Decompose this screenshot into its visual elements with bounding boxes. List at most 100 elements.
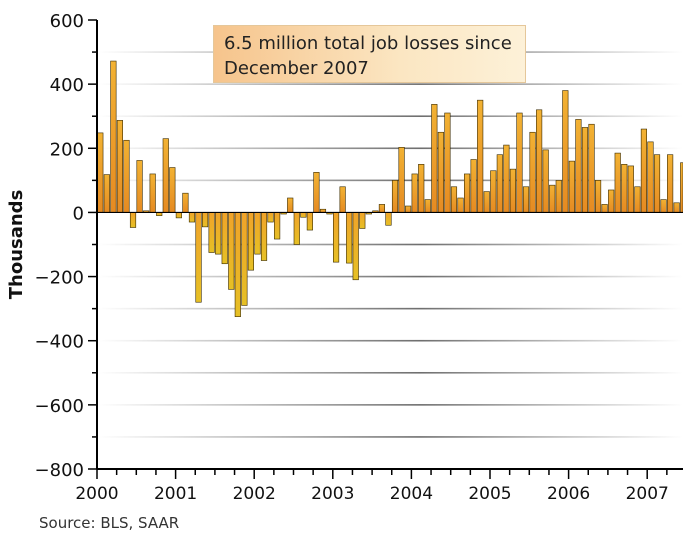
gridline	[98, 243, 683, 246]
bar	[129, 212, 137, 228]
bar	[516, 112, 523, 213]
bar	[549, 184, 556, 213]
source-note: Source: BLS, SAAR	[39, 514, 180, 532]
bar	[470, 159, 477, 213]
bar	[667, 154, 674, 213]
bar	[496, 154, 503, 213]
bar	[444, 112, 451, 213]
gridline	[98, 83, 683, 85]
bar	[503, 144, 510, 213]
bar	[234, 212, 241, 317]
bar	[562, 90, 569, 213]
bar	[490, 170, 497, 213]
bar	[634, 186, 641, 213]
bar	[188, 212, 196, 223]
bar	[431, 104, 438, 213]
bar	[254, 212, 261, 255]
x-tick-label: 2004	[390, 484, 433, 504]
bar	[162, 138, 169, 213]
bar	[228, 212, 235, 290]
bar	[195, 212, 202, 303]
bar	[575, 119, 582, 213]
bar	[175, 212, 182, 219]
gridline	[98, 115, 683, 118]
bar	[529, 131, 536, 213]
gridline	[98, 275, 683, 278]
bar	[568, 160, 575, 213]
bar	[97, 132, 104, 213]
y-tick-label: −600	[35, 396, 84, 417]
annotation-box: 6.5 million total job losses since Decem…	[213, 25, 526, 83]
bar	[149, 173, 156, 213]
bar	[241, 212, 248, 306]
bar	[594, 180, 602, 213]
bar	[208, 212, 215, 253]
bar	[405, 205, 412, 213]
gridline	[98, 307, 683, 310]
x-tick-label: 2003	[311, 484, 354, 504]
x-tick-label: 2006	[547, 484, 590, 504]
bar	[352, 212, 359, 281]
bar	[169, 167, 176, 213]
bar	[267, 212, 274, 223]
bar	[116, 120, 124, 213]
y-tick-label: −200	[35, 268, 84, 289]
bar	[653, 154, 661, 213]
bar	[136, 160, 143, 213]
bar	[247, 212, 254, 271]
bar	[313, 172, 320, 213]
bar	[359, 212, 366, 229]
x-tick-label: 2002	[233, 484, 276, 504]
y-tick-label: 400	[50, 75, 84, 96]
bar	[391, 180, 399, 213]
x-tick-label: 2007	[626, 484, 669, 504]
x-tick-label: 2000	[75, 484, 118, 504]
y-tick-label: 600	[50, 11, 84, 32]
bar	[437, 131, 444, 213]
bar	[477, 99, 484, 213]
bar	[647, 141, 654, 213]
bar	[293, 212, 300, 245]
bar	[601, 204, 608, 213]
bar	[221, 212, 228, 265]
gridline	[98, 179, 683, 182]
annotation-line-1: 6.5 million total job losses since	[224, 33, 512, 54]
bar	[424, 199, 431, 213]
gridline	[98, 147, 683, 150]
gridline	[98, 436, 683, 438]
bar	[385, 212, 392, 226]
bar	[346, 212, 353, 264]
bar	[542, 149, 549, 213]
x-tick-label: 2005	[468, 484, 511, 504]
x-tick-label: 2001	[154, 484, 197, 504]
bar	[640, 128, 648, 213]
y-tick-label: −400	[35, 332, 84, 353]
bar	[182, 192, 189, 213]
y-axis-title: Thousands	[6, 190, 27, 300]
bar	[621, 164, 628, 213]
gridline	[98, 339, 683, 342]
bar	[614, 152, 621, 213]
bar	[411, 173, 418, 213]
bar	[110, 60, 117, 213]
bar	[536, 109, 543, 213]
bar	[457, 197, 464, 213]
y-tick-label: −800	[35, 460, 84, 481]
bar	[202, 212, 209, 228]
bar	[300, 212, 307, 218]
bar	[522, 186, 530, 213]
bar	[398, 147, 405, 213]
bar	[627, 165, 634, 213]
bar	[463, 173, 471, 213]
bar	[581, 127, 589, 213]
bar	[215, 212, 222, 255]
gridline	[98, 404, 683, 406]
bar	[339, 186, 346, 213]
bar	[274, 212, 281, 240]
bar	[483, 191, 490, 213]
y-tick-label: 200	[50, 139, 84, 160]
bar	[103, 174, 110, 213]
bar	[673, 202, 680, 213]
